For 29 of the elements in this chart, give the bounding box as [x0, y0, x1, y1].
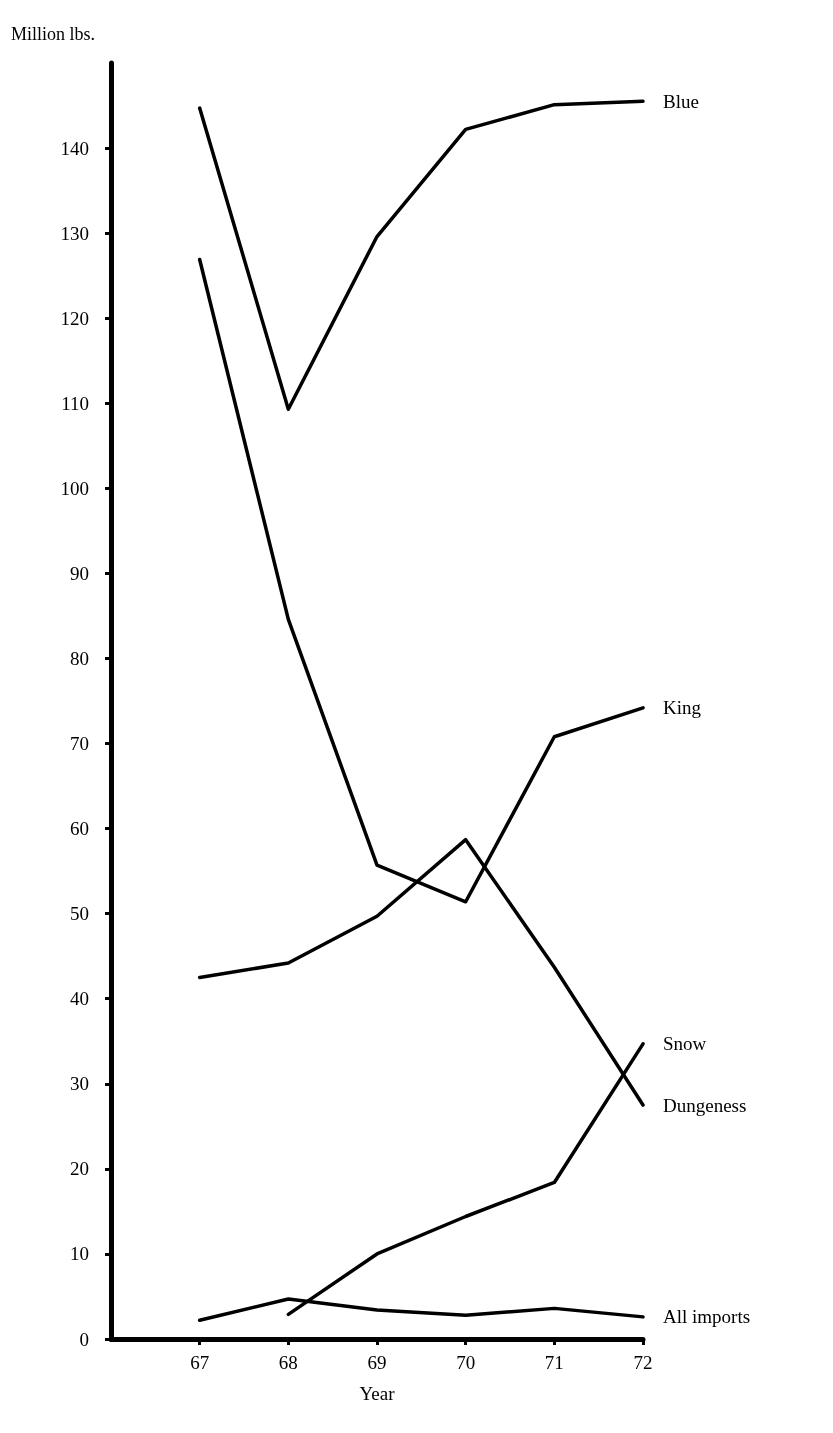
y-tick-label: 70	[70, 733, 89, 755]
y-axis-title: Million lbs.	[11, 24, 96, 44]
y-tick-label: 110	[61, 392, 89, 414]
y-tick-label: 0	[79, 1328, 89, 1350]
y-tick-label: 90	[70, 562, 89, 584]
x-tick-label: 72	[633, 1352, 653, 1373]
series-label: King	[663, 697, 702, 719]
y-tick-label: 80	[70, 647, 89, 669]
y-tick-label: 100	[60, 477, 89, 499]
x-tick-label: 71	[544, 1352, 564, 1373]
x-tick-label: 70	[456, 1352, 476, 1373]
y-tick-label: 40	[70, 988, 89, 1010]
y-tick-label: 130	[60, 222, 89, 244]
y-tick-label: 60	[70, 818, 89, 840]
series-label: Snow	[663, 1033, 707, 1055]
series-label: Blue	[663, 90, 699, 112]
y-tick-label: 120	[60, 307, 89, 329]
y-tick-label: 140	[60, 137, 89, 159]
x-tick-label: 69	[367, 1352, 387, 1373]
x-axis-title: Year	[359, 1383, 396, 1404]
x-tick-label: 68	[278, 1352, 298, 1373]
y-tick-label: 20	[70, 1158, 89, 1180]
y-tick-label: 30	[70, 1073, 89, 1095]
x-tick-label: 67	[190, 1352, 210, 1373]
series-label: Dungeness	[663, 1094, 747, 1116]
line-series	[197, 99, 645, 411]
y-tick-label: 50	[70, 903, 89, 925]
series-label: All imports	[663, 1306, 751, 1328]
y-tick-label: 10	[70, 1243, 89, 1265]
